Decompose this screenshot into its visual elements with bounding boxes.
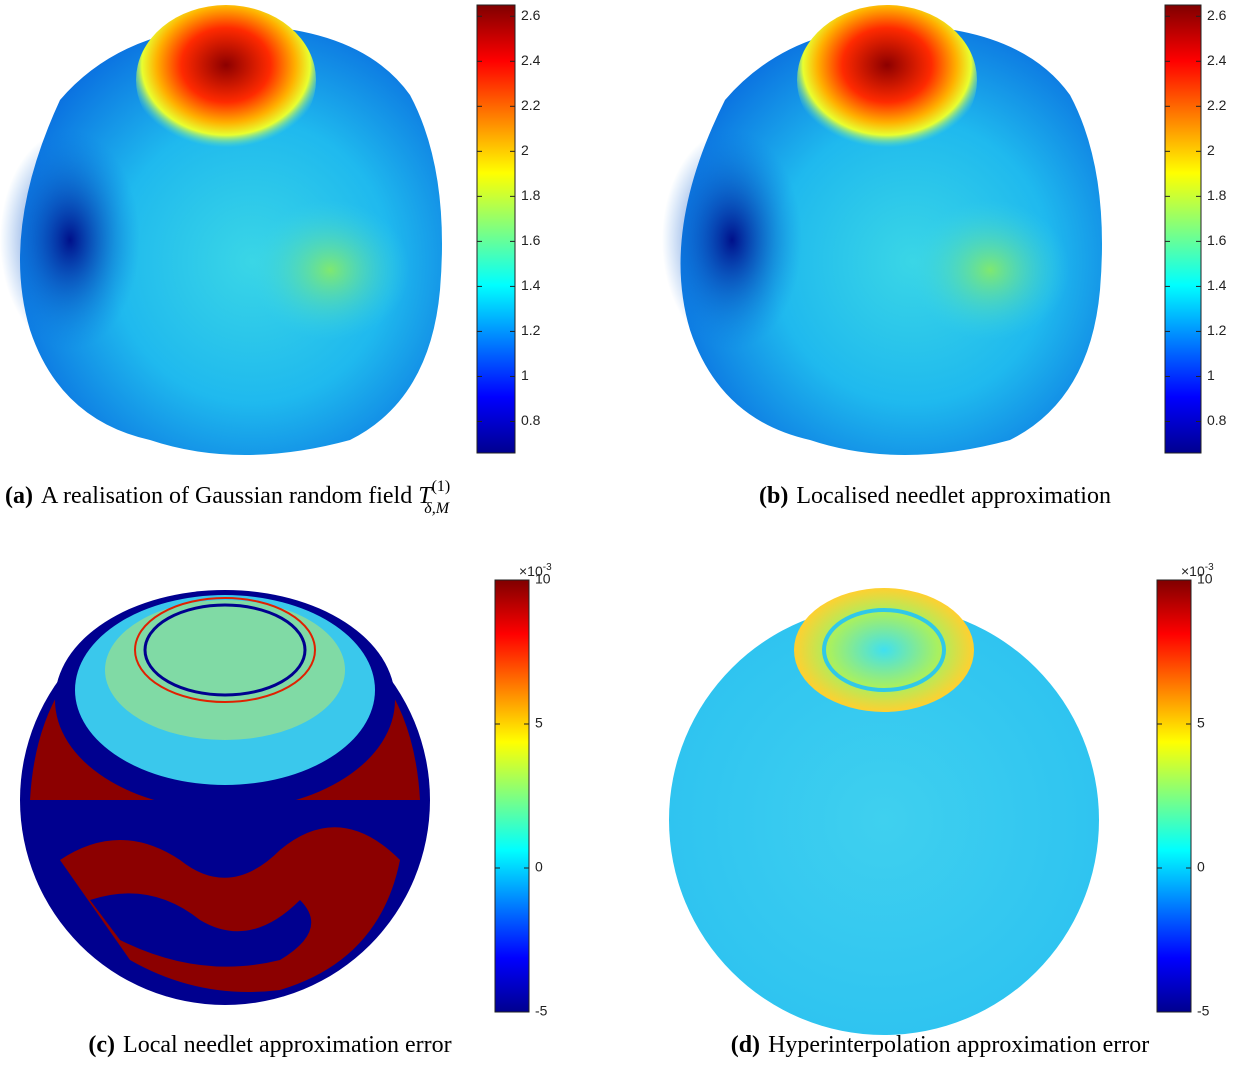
symbol: T — [418, 483, 433, 509]
caption-text: Localised needlet approximation — [796, 483, 1111, 509]
exponent-base: ×10 — [1181, 563, 1205, 579]
surface-c — [20, 590, 430, 1005]
caption: (a) A realisation of Gaussian random fiel… — [5, 478, 451, 517]
colorbar — [476, 4, 516, 454]
surface-b — [662, 5, 1102, 455]
tick-label: 2.4 — [1207, 52, 1227, 68]
exponent: ×10-3 — [519, 562, 552, 579]
exponent-base: ×10 — [519, 563, 543, 579]
surface-d — [669, 588, 1099, 1035]
tick-label: 2.6 — [1207, 7, 1227, 23]
tick-label: 0.8 — [521, 412, 541, 428]
tick-label: 0 — [1197, 859, 1205, 875]
caption-text: Local needlet approximation error — [123, 1032, 452, 1058]
exponent-power: -3 — [543, 562, 552, 573]
tick-label: 10 — [535, 571, 551, 587]
exponent-power: -3 — [1205, 562, 1214, 573]
tick-label: 1.4 — [1207, 277, 1227, 293]
tick-label: 2.6 — [521, 7, 541, 23]
surface-a — [0, 5, 442, 455]
superscript: (1) — [432, 478, 451, 495]
subscript: δ,M — [424, 500, 450, 517]
tick-label: 2.2 — [1207, 97, 1227, 113]
tick-label: 0.8 — [1207, 412, 1227, 428]
tick-label: 2 — [521, 142, 529, 158]
tick-label: 1 — [1207, 367, 1215, 383]
tick-label: 2.2 — [521, 97, 541, 113]
caption-text: A realisation of Gaussian random field — [41, 483, 418, 509]
tick-label: 1 — [521, 367, 529, 383]
caption-label: (b) — [759, 483, 788, 509]
caption-text: Hyperinterpolation approximation error — [768, 1032, 1149, 1058]
tick-label: 1.6 — [1207, 232, 1227, 248]
tick-label: 5 — [1197, 715, 1205, 731]
tick-label: 1.2 — [1207, 322, 1227, 338]
tick-label: 1.8 — [521, 187, 541, 203]
caption-label: (d) — [731, 1032, 760, 1058]
colorbar — [1156, 579, 1192, 1013]
caption-label: (c) — [88, 1032, 115, 1058]
tick-label: -5 — [1197, 1003, 1210, 1019]
tick-label: 2 — [1207, 142, 1215, 158]
tick-label: 1.2 — [521, 322, 541, 338]
caption-label: (a) — [5, 483, 33, 509]
caption: (c) Local needlet approximation error — [88, 1032, 451, 1058]
tick-label: 10 — [1197, 571, 1213, 587]
colorbar — [494, 579, 530, 1013]
caption: (b) Localised needlet approximation — [759, 483, 1111, 509]
tick-label: 1.6 — [521, 232, 541, 248]
tick-label: -5 — [535, 1003, 548, 1019]
tick-label: 1.8 — [1207, 187, 1227, 203]
exponent: ×10-3 — [1181, 562, 1214, 579]
caption: (d) Hyperinterpolation approximation erro… — [731, 1032, 1150, 1058]
colorbar — [1164, 4, 1202, 454]
tick-label: 2.4 — [521, 52, 541, 68]
tick-label: 1.4 — [521, 277, 541, 293]
tick-label: 5 — [535, 715, 543, 731]
tick-label: 0 — [535, 859, 543, 875]
